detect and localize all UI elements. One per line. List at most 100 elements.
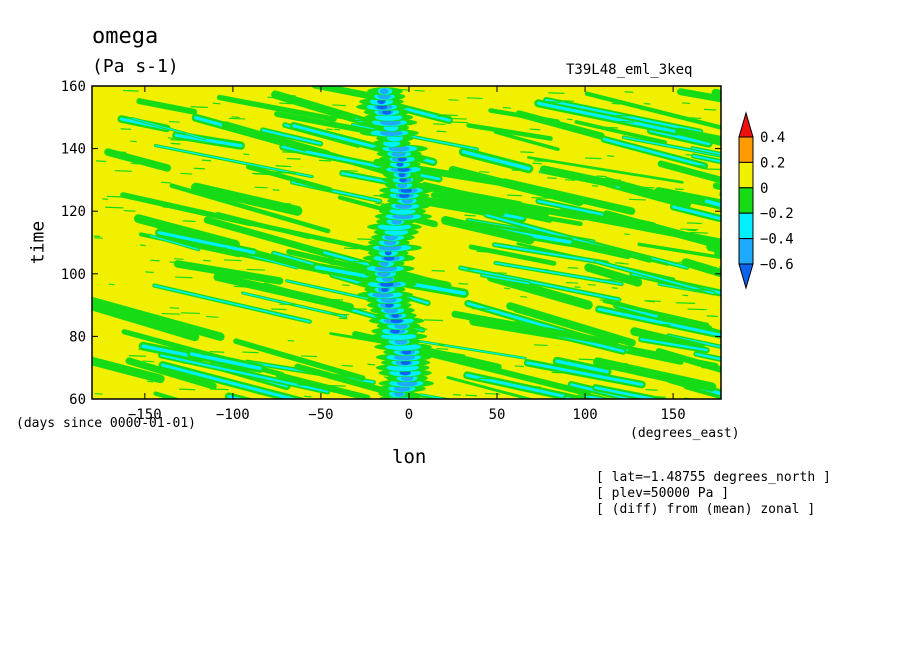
contour-noise — [705, 168, 721, 171]
contour-noise — [514, 365, 524, 368]
contour-noise — [340, 169, 358, 172]
info-diff-note: [ (diff) from (mean) zonal ] — [596, 502, 816, 517]
contour-noise — [93, 235, 101, 238]
colorbar-segment — [738, 212, 754, 240]
contour-noise — [646, 300, 656, 303]
colorbar-segment — [738, 161, 754, 189]
contour-noise — [341, 364, 353, 367]
colorbar-label: −0.6 — [760, 257, 794, 273]
contour-streak-core — [420, 394, 449, 399]
contour-noise — [511, 169, 525, 172]
contour-streak — [677, 88, 721, 103]
contour-noise — [170, 139, 190, 141]
contour-noise — [140, 244, 146, 247]
contour-noise — [138, 348, 151, 351]
contour-streak-core — [286, 280, 384, 303]
contour-streak — [681, 258, 721, 278]
x-axis: −150 −100 −50 0 50 100 150 — [128, 86, 686, 423]
contour-noise — [114, 153, 123, 156]
contour-noise — [147, 380, 154, 383]
contour-noise — [577, 394, 595, 397]
contour-streak — [683, 385, 721, 399]
contour-streak-core — [623, 136, 721, 157]
contour-noise — [130, 162, 139, 165]
contour-noise — [433, 123, 446, 126]
contour-noise — [278, 94, 296, 97]
contour-streak-core — [352, 124, 478, 151]
contour-noise — [689, 117, 702, 120]
contour-noise — [640, 108, 648, 111]
contour-noise — [181, 312, 200, 315]
x-tick-label: −100 — [216, 407, 250, 423]
contour-streak — [190, 182, 303, 216]
contour-noise — [619, 347, 628, 350]
contour-noise — [282, 151, 298, 154]
contour-noise — [342, 284, 350, 287]
contour-noise — [174, 258, 184, 260]
contour-noise — [329, 313, 350, 316]
colorbar-segment — [738, 187, 754, 214]
contour-noise — [564, 179, 575, 181]
contour-streak-core — [595, 260, 715, 295]
x-tick-label: −50 — [308, 407, 333, 423]
contour-noise — [681, 102, 691, 105]
contour-noise — [283, 165, 292, 168]
contour-noise — [180, 132, 187, 135]
contour-streak-core — [157, 231, 256, 254]
contour-streak — [526, 156, 684, 184]
contour-noise — [566, 118, 573, 121]
contour-noise — [203, 259, 211, 262]
contour-noise — [551, 371, 571, 374]
contour-noise — [177, 366, 187, 369]
contour-noise — [301, 355, 318, 358]
contour-noise — [547, 177, 557, 179]
contour-noise — [292, 253, 310, 256]
colorbar-label: −0.2 — [760, 206, 794, 222]
contour-noise — [201, 159, 212, 162]
contour-noise — [448, 117, 467, 120]
x-tick-label: −150 — [128, 407, 162, 423]
contour-noise — [118, 151, 127, 154]
contour-streak-core — [526, 361, 644, 387]
contour-noise — [692, 289, 698, 291]
contour-noise — [122, 89, 139, 92]
info-latitude: [ lat=−1.48755 degrees_north ] — [596, 470, 831, 485]
contour-streak — [441, 216, 535, 245]
contour-noise — [536, 191, 554, 193]
y-units-label: (days since 0000-01-01) — [16, 416, 197, 431]
contour-noise — [95, 160, 107, 163]
contour-noise — [565, 281, 579, 284]
contour-streak — [657, 314, 713, 331]
contour-noise — [210, 384, 217, 387]
contour-noise — [535, 393, 543, 395]
x-tick-label: 50 — [489, 407, 506, 423]
contour-streak — [92, 300, 200, 342]
contour-streak — [628, 396, 646, 399]
contour-noise — [685, 154, 692, 156]
contour-streak-core — [672, 205, 721, 220]
contour-noise — [671, 261, 679, 264]
contour-noise — [687, 229, 697, 232]
contour-noise — [587, 283, 596, 286]
y-axis-label: time — [27, 220, 49, 265]
contour-noise — [319, 159, 332, 162]
contour-streak-core — [667, 334, 721, 348]
contour-streak — [173, 260, 284, 285]
contour-noise — [532, 162, 542, 165]
contour-noise — [108, 283, 115, 286]
contour-noise — [624, 233, 630, 236]
contour-noise — [598, 278, 618, 281]
contour-noise — [271, 308, 287, 311]
x-units-label: (degrees_east) — [630, 426, 740, 441]
contour-noise — [179, 388, 196, 391]
contour-noise — [503, 209, 514, 212]
contour-streak — [468, 244, 557, 266]
contour-noise — [243, 153, 250, 156]
contour-noise — [682, 294, 689, 297]
y-tick-label: 140 — [61, 142, 86, 158]
contour-noise — [327, 377, 336, 380]
contour-streak — [584, 263, 643, 287]
colorbar-extend-bottom — [738, 263, 754, 290]
contour-noise — [326, 384, 346, 387]
contour-noise — [479, 171, 490, 173]
